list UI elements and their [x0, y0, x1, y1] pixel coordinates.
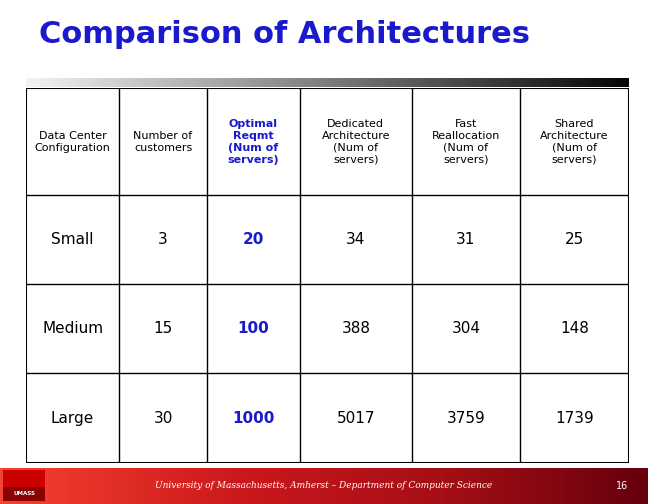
Text: Dedicated
Architecture
(Num of
servers): Dedicated Architecture (Num of servers) — [321, 118, 390, 165]
Text: 5017: 5017 — [336, 411, 375, 425]
Text: Large: Large — [51, 411, 94, 425]
Text: 388: 388 — [341, 321, 371, 336]
Text: Number of
customers: Number of customers — [133, 131, 192, 153]
Text: University of Massachusetts, Amherst – Department of Computer Science: University of Massachusetts, Amherst – D… — [156, 481, 492, 490]
Text: Shared
Architecture
(Num of
servers): Shared Architecture (Num of servers) — [540, 118, 608, 165]
Text: 304: 304 — [452, 321, 480, 336]
Text: 30: 30 — [154, 411, 173, 425]
Text: Fast
Reallocation
(Num of
servers): Fast Reallocation (Num of servers) — [432, 118, 500, 165]
Text: 148: 148 — [560, 321, 589, 336]
Text: Medium: Medium — [42, 321, 103, 336]
Text: UMASS: UMASS — [14, 491, 35, 496]
Bar — [3, 470, 45, 486]
Text: Comparison of Architectures: Comparison of Architectures — [39, 20, 530, 48]
Text: 100: 100 — [238, 321, 270, 336]
Text: 34: 34 — [346, 232, 365, 247]
Text: Small: Small — [51, 232, 94, 247]
Text: 3759: 3759 — [446, 411, 485, 425]
Text: 25: 25 — [564, 232, 584, 247]
Text: Data Center
Configuration: Data Center Configuration — [35, 131, 111, 153]
Text: 15: 15 — [154, 321, 172, 336]
Text: 31: 31 — [456, 232, 476, 247]
Text: 16: 16 — [616, 481, 629, 491]
Text: 20: 20 — [243, 232, 264, 247]
Text: 1739: 1739 — [555, 411, 594, 425]
Text: 3: 3 — [158, 232, 168, 247]
Text: Optimal
Reqmt
(Num of
servers): Optimal Reqmt (Num of servers) — [227, 118, 279, 165]
Text: 1000: 1000 — [232, 411, 275, 425]
